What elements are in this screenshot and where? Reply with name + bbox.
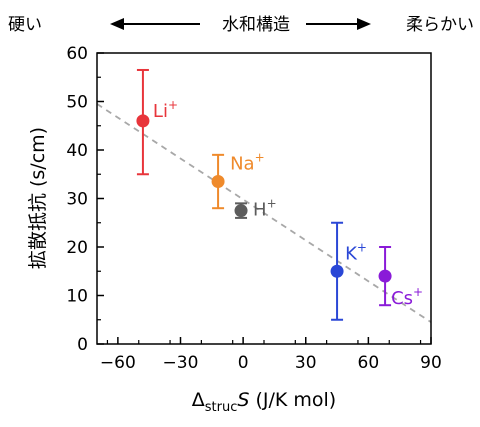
x-tick-label: −60 xyxy=(100,353,136,373)
marker xyxy=(211,175,225,189)
scale-left-label: 硬い xyxy=(8,15,42,35)
point-k: K+ xyxy=(330,221,367,321)
trend-line xyxy=(97,103,431,323)
point-label: Cs+ xyxy=(391,285,423,309)
x-tick-label: 30 xyxy=(295,353,317,373)
data-points: Li+ Na+ H+ K+ Cs+ xyxy=(136,68,423,321)
x-axis-ticks: −60 −30 0 30 60 90 xyxy=(100,337,442,373)
point-label: H+ xyxy=(253,197,277,221)
marker xyxy=(234,204,248,218)
y-tick-label: 0 xyxy=(77,335,88,355)
point-label: K+ xyxy=(345,240,367,264)
x-axis-label-subscript: struc xyxy=(205,400,238,415)
x-tick-label: 60 xyxy=(358,353,380,373)
y-axis-label: 拡散抵抗 (s/cm) xyxy=(27,127,49,269)
y-tick-label: 50 xyxy=(66,93,88,113)
y-axis-ticks: 0 10 20 30 40 50 60 xyxy=(66,44,104,355)
y-tick-label: 40 xyxy=(66,141,88,161)
point-h: H+ xyxy=(234,197,277,221)
x-tick-label: 90 xyxy=(420,353,442,373)
x-tick-label: 0 xyxy=(238,353,249,373)
x-axis-label: ΔstrucS (J/K mol) xyxy=(192,389,336,415)
x-axis-label-unit: (J/K mol) xyxy=(249,389,336,411)
y-tick-label: 10 xyxy=(66,287,88,307)
y-tick-label: 20 xyxy=(66,238,88,258)
hydration-scale: 硬い 水和構造 柔らかい xyxy=(8,15,474,35)
y-tick-label: 30 xyxy=(66,190,88,210)
point-li: Li+ xyxy=(136,68,178,176)
plot-frame xyxy=(96,52,432,345)
scale-right-label: 柔らかい xyxy=(406,15,474,35)
point-label: Li+ xyxy=(153,98,178,122)
point-label: Na+ xyxy=(230,151,265,175)
x-tick-label: −30 xyxy=(163,353,199,373)
marker xyxy=(378,269,392,283)
scale-left-arrowhead xyxy=(110,18,124,30)
x-axis-label-delta: Δ xyxy=(192,389,205,411)
x-axis-label-variable: S xyxy=(237,389,249,411)
y-tick-label: 60 xyxy=(66,44,88,64)
point-cs: Cs+ xyxy=(378,246,423,309)
scale-right-arrowhead xyxy=(357,18,371,30)
point-na: Na+ xyxy=(211,151,265,210)
scale-center-label: 水和構造 xyxy=(222,15,290,35)
marker xyxy=(330,264,344,278)
marker xyxy=(136,114,150,128)
